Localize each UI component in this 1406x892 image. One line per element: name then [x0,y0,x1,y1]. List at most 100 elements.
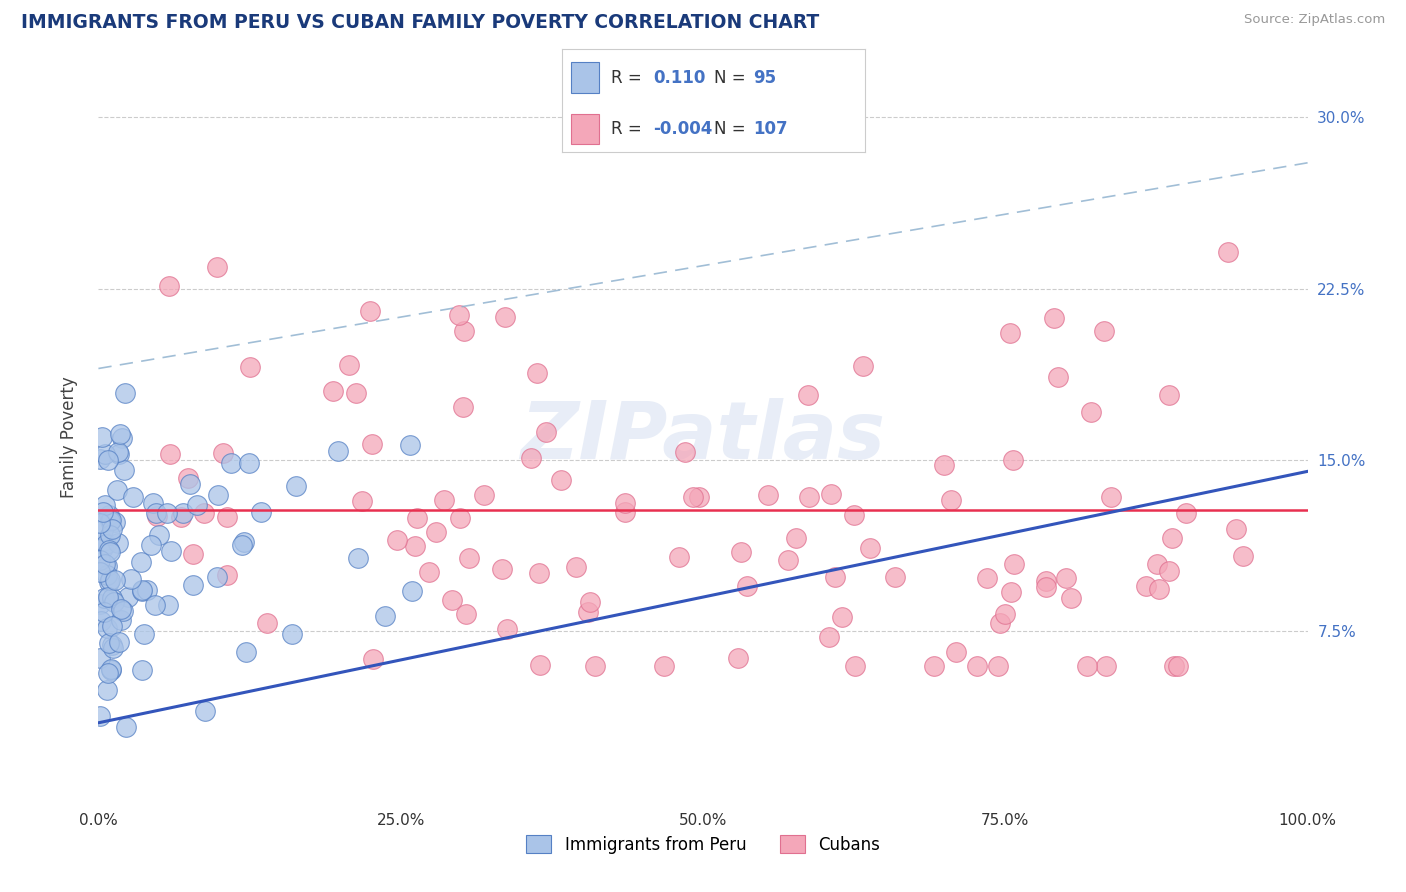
Point [534,425,557,440]
Point [177,471,200,485]
Point [496,622,519,636]
Point [91,430,114,444]
Point [1146,557,1168,571]
Point [613,505,636,519]
Point [91,505,114,519]
Point [418,565,440,579]
Point [97,665,120,680]
Point [945,645,967,659]
Point [238,456,260,470]
Point [215,509,238,524]
Point [433,492,456,507]
Point [285,479,308,493]
FancyBboxPatch shape [571,62,599,93]
Point [90,615,112,629]
Point [94,557,117,571]
Y-axis label: Family Poverty: Family Poverty [59,376,77,498]
Point [139,538,162,552]
Point [1099,490,1122,504]
Point [350,494,373,508]
Point [458,550,481,565]
Point [281,627,304,641]
Point [91,541,114,555]
Point [98,508,121,523]
Point [89,452,111,467]
Point [440,593,463,607]
Point [344,386,367,401]
Point [114,386,136,401]
Point [93,591,115,606]
Point [219,456,242,470]
Text: ZIPatlas: ZIPatlas [520,398,886,476]
Point [205,260,228,274]
Point [186,498,208,512]
Point [103,594,125,608]
Point [98,636,121,650]
Point [966,658,988,673]
Point [179,477,201,491]
Point [884,570,907,584]
Point [131,582,153,597]
Point [101,522,124,536]
Point [111,604,134,618]
Point [1135,579,1157,593]
Point [454,607,477,621]
Point [1000,585,1022,599]
Point [157,279,180,293]
Point [181,578,204,592]
Point [941,493,963,508]
Point [529,657,551,672]
Point [824,569,846,583]
Point [550,473,572,487]
Point [1225,522,1247,536]
Point [613,496,636,510]
Point [326,443,349,458]
Point [1043,310,1066,325]
Point [1174,506,1197,520]
Text: R =: R = [610,69,647,87]
Point [156,507,179,521]
Point [207,488,229,502]
Point [494,310,516,325]
Point [519,450,541,465]
Point [148,528,170,542]
Point [987,658,1010,673]
Point [101,639,124,653]
Point [976,570,998,584]
Point [120,572,142,586]
Point [652,658,675,673]
Point [934,458,956,473]
Point [97,543,120,558]
Point [387,533,409,548]
Point [205,570,228,584]
Point [97,575,120,590]
Point [1080,405,1102,419]
Point [1095,658,1118,673]
Point [583,658,606,673]
Point [89,597,111,611]
Point [1216,245,1239,260]
Point [374,609,396,624]
Point [727,651,749,665]
Point [108,635,131,649]
Point [91,524,114,538]
Point [1092,324,1115,338]
Point [91,533,114,548]
Point [526,366,548,380]
Point [110,601,132,615]
Point [988,615,1011,630]
Point [785,531,807,545]
Point [730,545,752,559]
Point [399,438,422,452]
Point [859,541,882,556]
Point [844,658,866,673]
Point [93,605,115,619]
Point [89,516,111,531]
Point [425,524,447,539]
Point [146,508,169,523]
Point [145,506,167,520]
Point [231,537,253,551]
Point [96,682,118,697]
Point [93,447,115,461]
Point [994,607,1017,621]
